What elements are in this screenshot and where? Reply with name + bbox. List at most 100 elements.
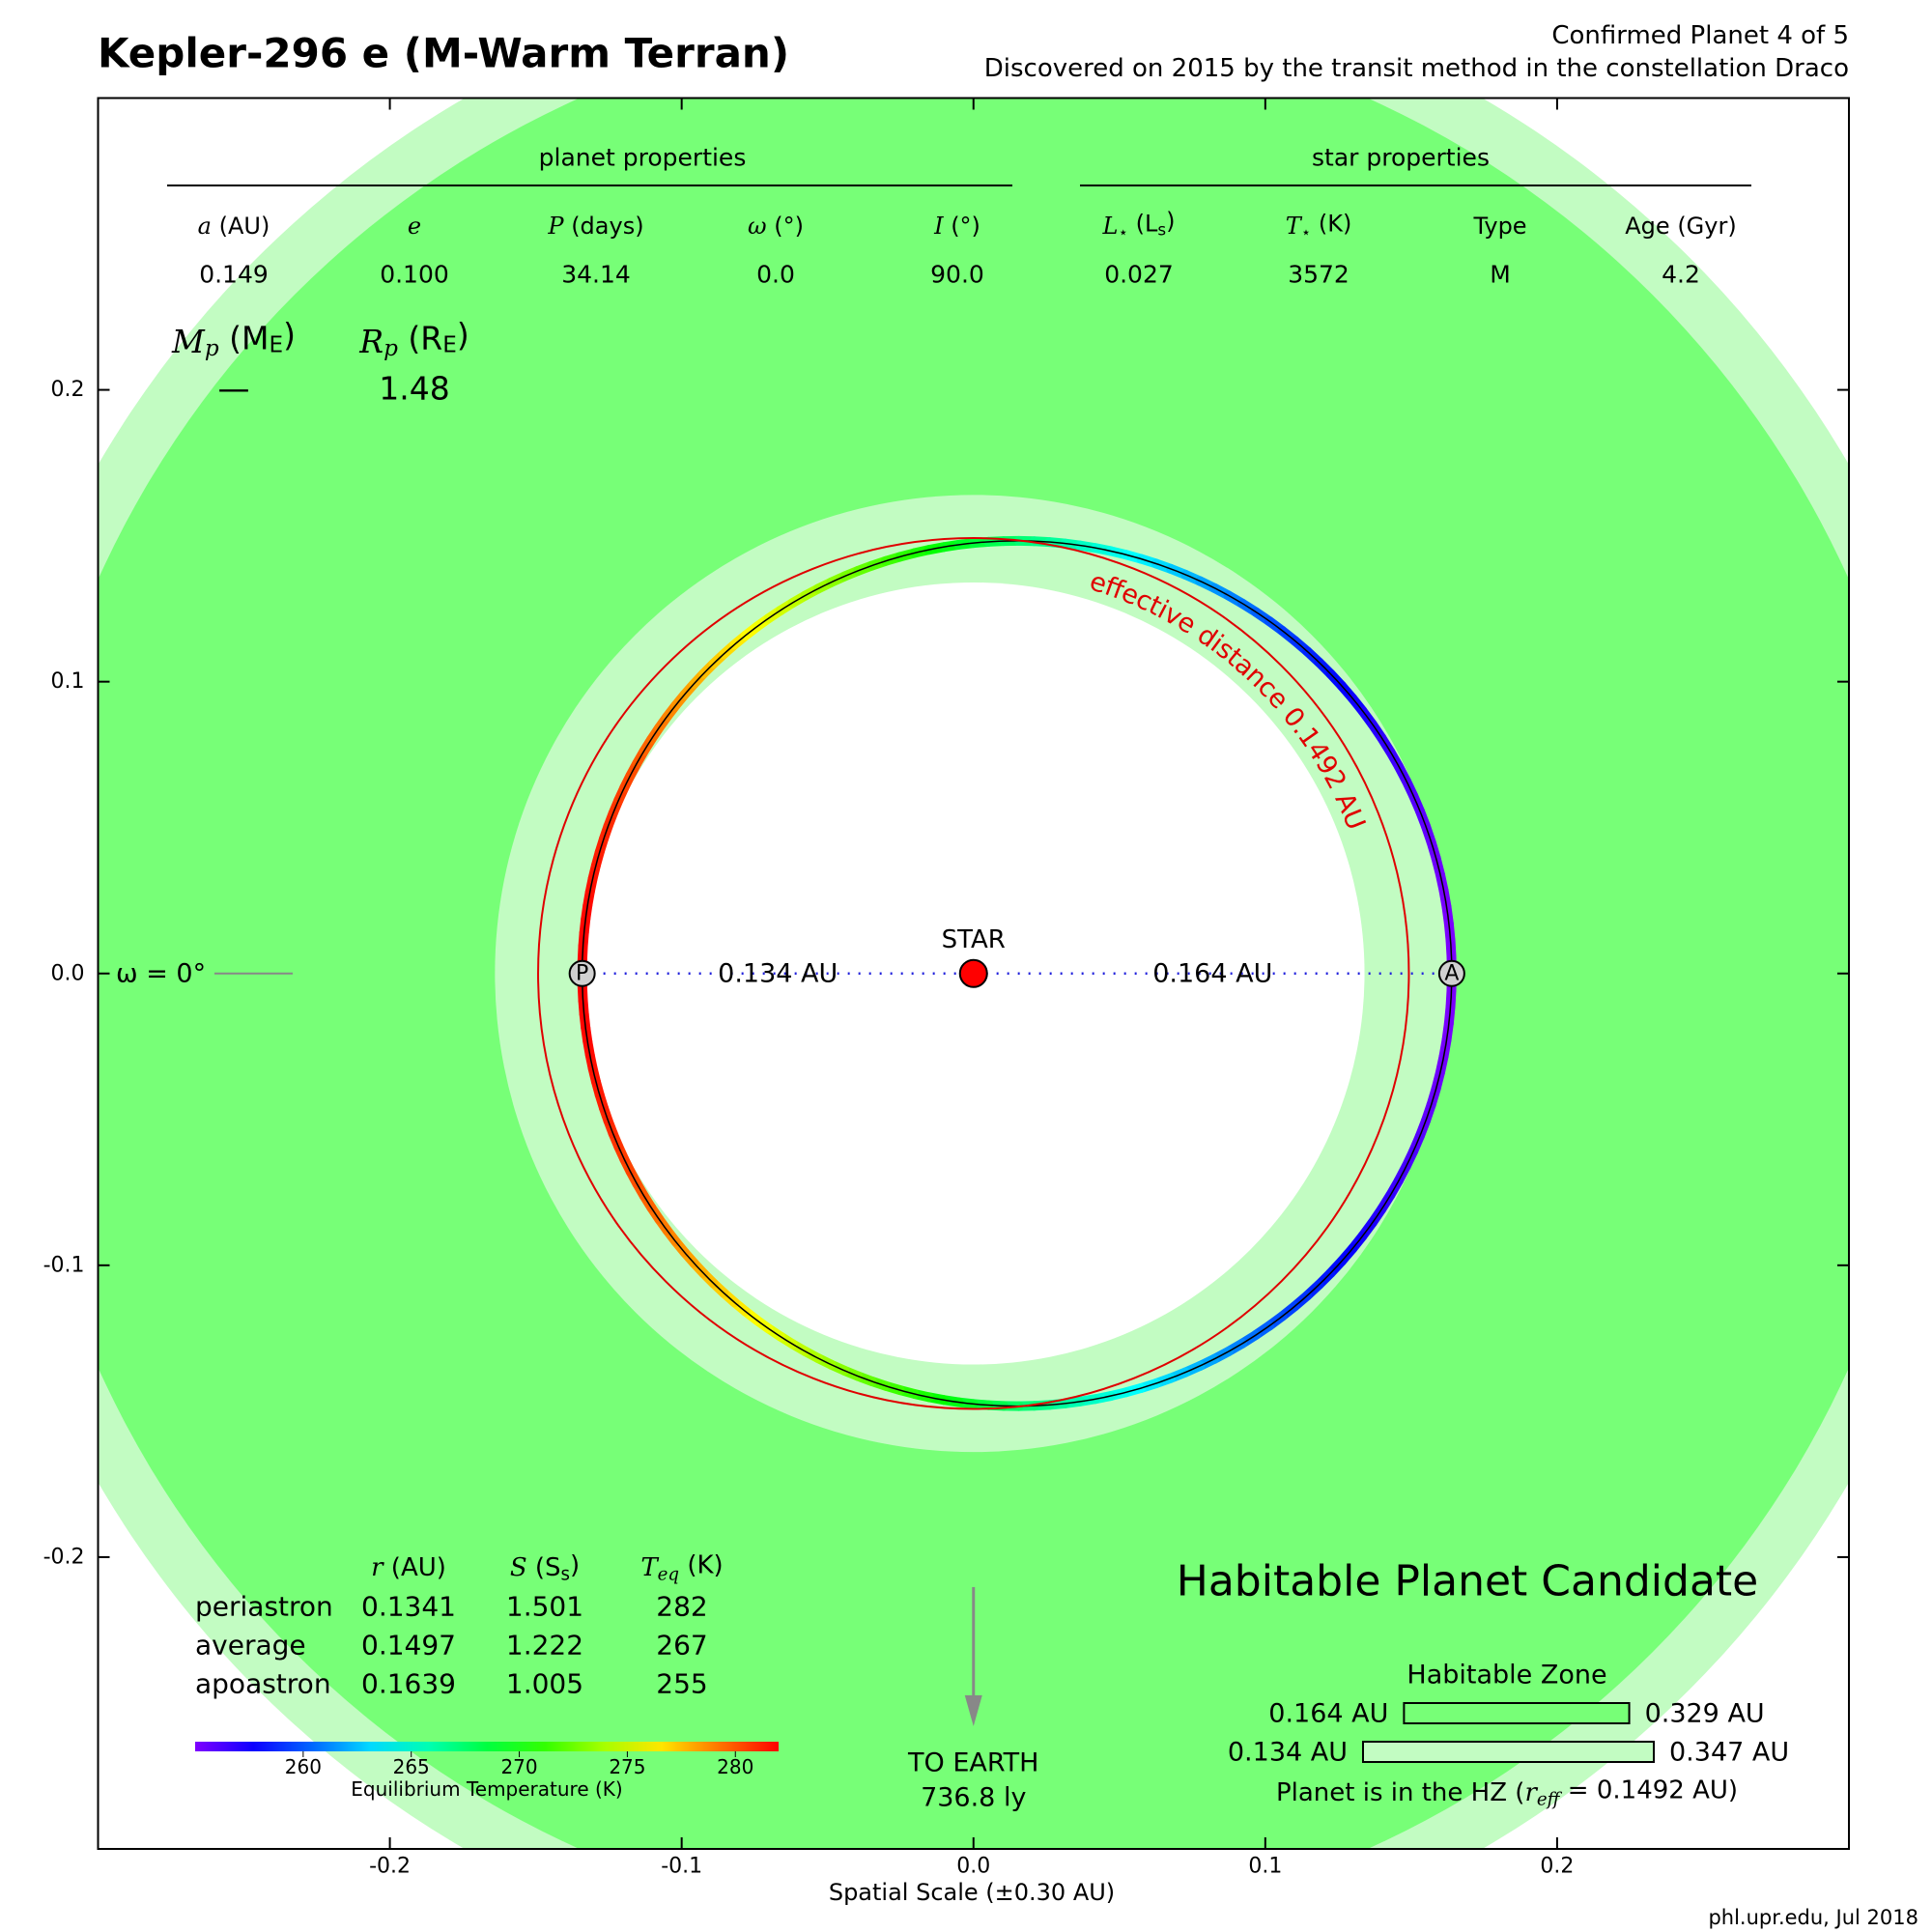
- text-part: a: [198, 213, 212, 240]
- hz-title: Habitable Zone: [1406, 1661, 1606, 1690]
- row-label: apoastron: [195, 1668, 331, 1700]
- column-header: S (Ss): [510, 1550, 580, 1584]
- text-part: E: [442, 333, 457, 358]
- earth-label: TO EARTH: [907, 1748, 1038, 1778]
- text-part: (M: [219, 319, 270, 356]
- column-header: e: [408, 213, 421, 240]
- column-header: Teq (K): [640, 1550, 723, 1584]
- text-part: = 0.1492 AU): [1560, 1776, 1739, 1804]
- subtitle: Confirmed Planet 4 of 5: [1551, 21, 1849, 50]
- row-label: periastron: [195, 1591, 333, 1623]
- text-part: s: [1157, 219, 1166, 239]
- table-value: 255: [656, 1668, 707, 1700]
- text-part: ): [1166, 208, 1175, 235]
- table-value: 1.222: [506, 1630, 583, 1662]
- apsis-marker: [568, 959, 596, 987]
- column-header: Type: [1472, 213, 1526, 240]
- y-tick-label: -0.1: [43, 1253, 85, 1277]
- column-header: Rp (RE): [358, 316, 469, 362]
- y-tick-label: 0.0: [51, 961, 85, 985]
- text-part: Type: [1472, 213, 1526, 240]
- column-header: a (AU): [198, 213, 270, 240]
- text-part: E: [269, 333, 283, 358]
- x-tick-label: 0.2: [1540, 1855, 1574, 1879]
- text-part: (K): [679, 1550, 724, 1579]
- table-value: 4.2: [1662, 261, 1700, 289]
- table-value: 0.149: [199, 261, 269, 289]
- text-part: T: [1286, 213, 1303, 240]
- hz-bar: [1403, 1702, 1631, 1724]
- text-part: (°): [944, 213, 980, 240]
- x-tick-label: -0.1: [661, 1855, 702, 1879]
- apsis-label: A: [1444, 961, 1459, 985]
- text-part: (K): [1311, 210, 1351, 237]
- colorbar-tick-label: 270: [500, 1755, 537, 1778]
- hz-label: 0.329 AU: [1645, 1699, 1765, 1729]
- colorbar-tick-label: 260: [285, 1755, 322, 1778]
- table-value: 0.100: [380, 261, 449, 289]
- column-header: I (°): [933, 213, 980, 240]
- text-part: p: [205, 336, 219, 361]
- star: [958, 958, 988, 988]
- column-header: Age (Gyr): [1625, 213, 1736, 240]
- hz-label: 0.347 AU: [1669, 1738, 1789, 1768]
- text-part: ): [570, 1550, 580, 1579]
- text-part: r: [1524, 1778, 1538, 1807]
- text-part: Planet is in the HZ (: [1276, 1778, 1524, 1807]
- y-tick-label: 0.2: [51, 378, 85, 402]
- text-part: (L: [1128, 210, 1158, 237]
- text-part: (°): [767, 213, 804, 240]
- column-header: ω (°): [748, 213, 804, 240]
- text-part: eff: [1537, 1789, 1563, 1809]
- column-header: T⋆ (K): [1286, 210, 1352, 241]
- table-value: 1.48: [379, 370, 449, 408]
- apsis-marker: [1437, 959, 1465, 987]
- table-title: planet properties: [539, 144, 747, 172]
- text-part: (R: [398, 319, 442, 356]
- credit: phl.upr.edu, Jul 2018: [1708, 1906, 1918, 1929]
- earth-distance: 736.8 ly: [921, 1783, 1026, 1813]
- table-value: 3572: [1288, 261, 1350, 289]
- text-part: r: [371, 1553, 384, 1582]
- table-value: 34.14: [561, 261, 631, 289]
- effective-distance-circle: [537, 537, 1410, 1410]
- text-part: s: [561, 1564, 570, 1584]
- text-part: T: [640, 1553, 659, 1582]
- text-part: R: [358, 323, 384, 360]
- table-value: 267: [656, 1630, 707, 1662]
- table-value: 282: [656, 1591, 707, 1623]
- column-header: Mp (ME): [171, 316, 296, 362]
- colorbar-tick-label: 280: [717, 1755, 753, 1778]
- table-value: 0.0: [756, 261, 795, 289]
- text-part: eq: [658, 1564, 679, 1584]
- text-part: P: [547, 213, 564, 240]
- distance-label: 0.164 AU: [1152, 958, 1272, 988]
- text-part: I: [933, 213, 944, 240]
- hz-label: 0.164 AU: [1268, 1699, 1388, 1729]
- text-part: ⋆: [1118, 222, 1128, 242]
- earth-arrowhead: [964, 1695, 982, 1726]
- table-value: —: [218, 370, 250, 408]
- table-value: 0.027: [1104, 261, 1174, 289]
- table-value: M: [1490, 261, 1511, 289]
- chart-title: Kepler-296 e (M-Warm Terran): [98, 30, 789, 77]
- colorbar-label: Equilibrium Temperature (K): [351, 1777, 622, 1801]
- row-label: average: [195, 1630, 306, 1662]
- text-part: (days): [564, 213, 644, 240]
- text-part: M: [171, 323, 206, 360]
- text-part: S: [510, 1553, 527, 1582]
- y-tick-label: -0.2: [43, 1545, 85, 1569]
- x-tick-label: 0.0: [956, 1855, 990, 1879]
- text-part: (AU): [212, 213, 270, 240]
- omega-label: ω = 0°: [116, 958, 206, 988]
- distance-label: 0.134 AU: [718, 958, 838, 988]
- table-title: star properties: [1312, 144, 1490, 172]
- text-part: ): [457, 316, 469, 354]
- hz-bar: [1362, 1741, 1655, 1763]
- table-value: 0.1497: [361, 1630, 456, 1662]
- x-tick-label: -0.2: [369, 1855, 411, 1879]
- status-label: Habitable Planet Candidate: [1177, 1557, 1759, 1606]
